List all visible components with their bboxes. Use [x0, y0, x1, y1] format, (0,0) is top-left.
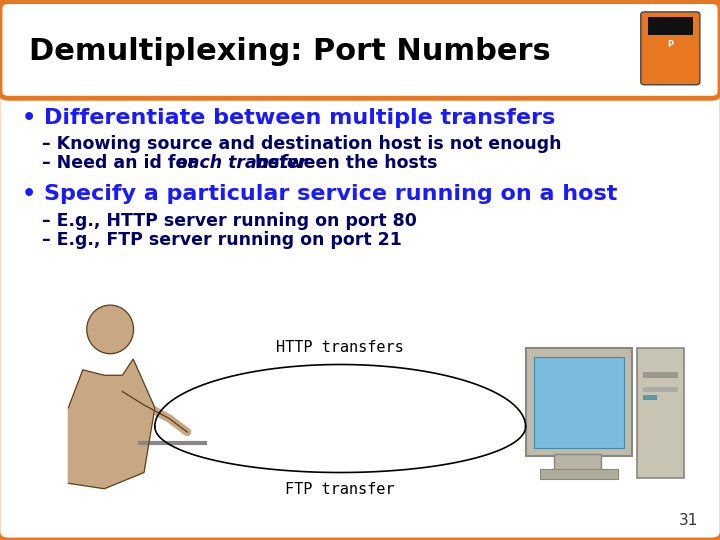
- FancyBboxPatch shape: [641, 12, 700, 85]
- Text: • Differentiate between multiple transfers: • Differentiate between multiple transfe…: [22, 108, 555, 128]
- FancyBboxPatch shape: [0, 2, 720, 98]
- Bar: [540, 469, 618, 479]
- Bar: [637, 348, 684, 478]
- Bar: [534, 357, 624, 448]
- Bar: [643, 372, 678, 378]
- Bar: [643, 387, 678, 392]
- Text: – E.g., HTTP server running on port 80: – E.g., HTTP server running on port 80: [42, 212, 417, 230]
- Polygon shape: [68, 359, 155, 489]
- Text: 31: 31: [679, 513, 698, 528]
- Text: FTP transfer: FTP transfer: [285, 482, 395, 497]
- Text: HTTP transfers: HTTP transfers: [276, 340, 404, 355]
- Text: each transfer: each transfer: [176, 154, 307, 172]
- Text: – Knowing source and destination host is not enough: – Knowing source and destination host is…: [42, 135, 562, 153]
- Ellipse shape: [87, 305, 134, 354]
- Text: – E.g., FTP server running on port 21: – E.g., FTP server running on port 21: [42, 231, 402, 249]
- Bar: [648, 17, 693, 35]
- Text: between the hosts: between the hosts: [249, 154, 438, 172]
- Bar: [643, 395, 657, 400]
- Text: P: P: [667, 40, 673, 50]
- Bar: [648, 47, 693, 66]
- Text: • Specify a particular service running on a host: • Specify a particular service running o…: [22, 184, 617, 204]
- Bar: [526, 348, 632, 456]
- Text: Demultiplexing: Port Numbers: Demultiplexing: Port Numbers: [29, 37, 551, 66]
- Text: – Need an id for: – Need an id for: [42, 154, 202, 172]
- FancyBboxPatch shape: [554, 454, 601, 472]
